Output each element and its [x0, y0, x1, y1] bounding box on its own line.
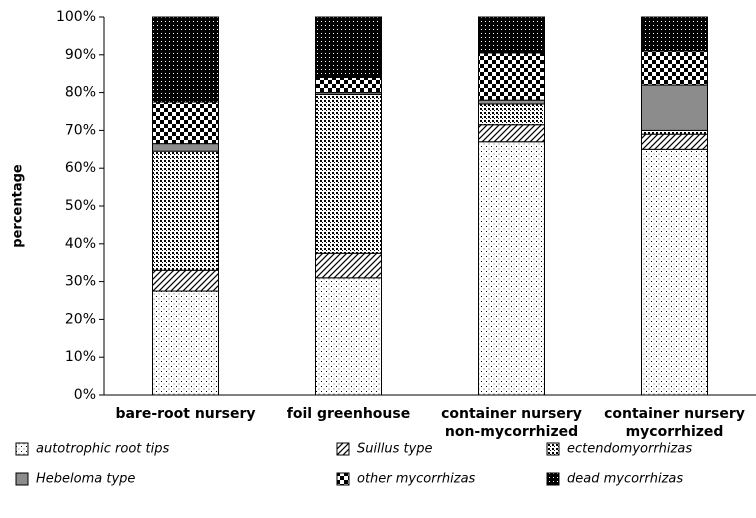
y-tick-label: 30%: [65, 274, 96, 290]
legend-swatch: [336, 442, 350, 456]
x-tick-label: non-mycorrhized: [445, 424, 578, 440]
legend-label: Suillus type: [357, 442, 433, 457]
bar-segment: [152, 143, 219, 152]
bar-segment: [641, 16, 708, 52]
bar-segment: [152, 101, 219, 145]
legend-swatch: [15, 472, 29, 486]
y-tick-label: 60%: [65, 160, 96, 176]
y-tick-label: 50%: [65, 198, 96, 214]
y-tick-label: 90%: [65, 47, 96, 63]
bar-segment: [478, 99, 545, 105]
bar-segment: [152, 150, 219, 271]
x-tick-label: foil greenhouse: [287, 406, 410, 422]
legend-label: other mycorrhizas: [357, 472, 476, 487]
legend-swatch: [546, 442, 560, 456]
bar-segment: [315, 252, 382, 279]
bar-segment: [315, 93, 382, 254]
bar-segment: [152, 16, 219, 103]
legend-label: Hebeloma type: [36, 472, 135, 487]
legend-swatch: [336, 472, 350, 486]
legend-label: autotrophic root tips: [36, 442, 169, 457]
bar-segment: [641, 50, 708, 86]
bar-segment: [478, 141, 545, 396]
y-tick-label: 100%: [56, 9, 96, 25]
legend-swatch: [15, 442, 29, 456]
legend-swatch: [546, 472, 560, 486]
bar-segment: [315, 76, 382, 94]
bar-segment: [315, 277, 382, 396]
bar-segment: [641, 129, 708, 135]
bar-segment: [152, 269, 219, 292]
bar-segment: [478, 16, 545, 54]
x-tick-label: mycorrhized: [626, 424, 724, 440]
bar-segment: [641, 133, 708, 150]
bar-segment: [641, 84, 708, 131]
y-axis-label: percentage: [11, 164, 26, 248]
legend-label: ectendomyorrhizas: [567, 442, 692, 457]
legend-label: dead mycorrhizas: [567, 472, 683, 487]
x-tick-label: container nursery: [604, 406, 745, 422]
bar-segment: [478, 52, 545, 101]
bar-segment: [641, 148, 708, 396]
bar-segment: [152, 290, 219, 396]
y-tick-label: 20%: [65, 311, 96, 327]
y-tick-label: 10%: [65, 349, 96, 365]
bar-segment: [315, 16, 382, 78]
y-tick-label: 0%: [74, 387, 96, 403]
y-tick-label: 70%: [65, 122, 96, 138]
bar-segment: [478, 124, 545, 143]
x-tick-label: container nursery: [441, 406, 582, 422]
x-tick-label: bare-root nursery: [115, 406, 255, 422]
bar-segment: [478, 103, 545, 126]
y-tick-label: 80%: [65, 85, 96, 101]
y-tick-label: 40%: [65, 236, 96, 252]
